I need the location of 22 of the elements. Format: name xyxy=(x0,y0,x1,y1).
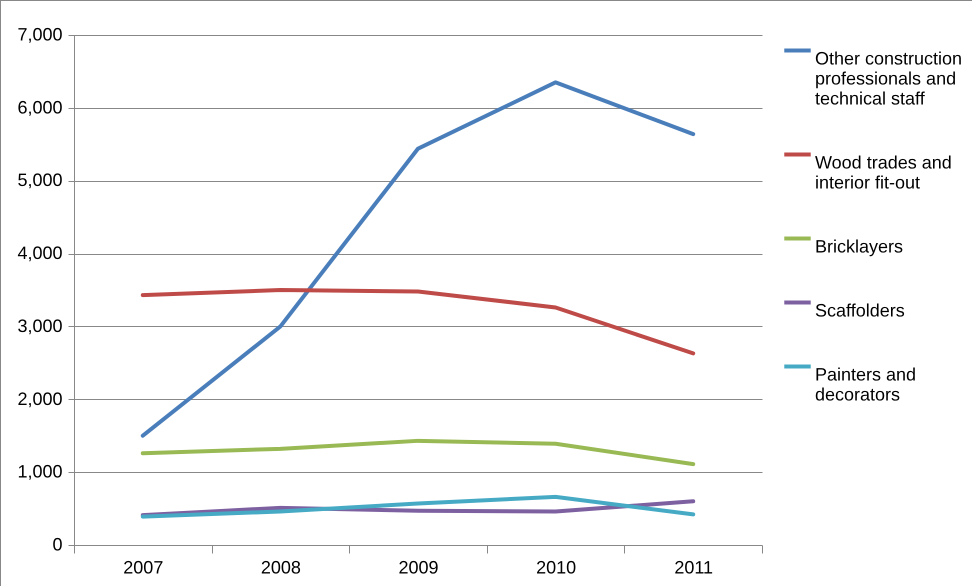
y-tick-label: 7,000 xyxy=(17,24,62,44)
legend-label: Scaffolders xyxy=(815,300,905,320)
line-series xyxy=(140,288,696,356)
x-tick-label: 2009 xyxy=(398,558,439,578)
y-tick-label: 4,000 xyxy=(17,243,62,264)
line-series xyxy=(140,80,696,438)
y-tick-label: 3,000 xyxy=(17,316,62,336)
legend-label: Bricklayers xyxy=(815,236,904,256)
legend-label: Wood trades and interior fit-out xyxy=(815,152,952,192)
y-tick-label: 6,000 xyxy=(17,97,62,118)
line-series xyxy=(140,494,696,519)
y-tick-label: 2,000 xyxy=(17,388,62,409)
x-tick-label: 2010 xyxy=(536,558,576,578)
y-tick-label: 0 xyxy=(52,534,62,554)
y-tick-label: 1,000 xyxy=(17,462,62,482)
line-series xyxy=(140,438,696,466)
legend-label: Painters and decorators xyxy=(815,364,916,404)
x-tick-label: 2011 xyxy=(674,558,714,578)
y-tick-label: 5,000 xyxy=(17,170,62,190)
x-tick-label: 2008 xyxy=(260,558,301,578)
x-tick-label: 2007 xyxy=(123,558,164,578)
legend-label: Other construction professionals and technical staff xyxy=(815,48,962,108)
